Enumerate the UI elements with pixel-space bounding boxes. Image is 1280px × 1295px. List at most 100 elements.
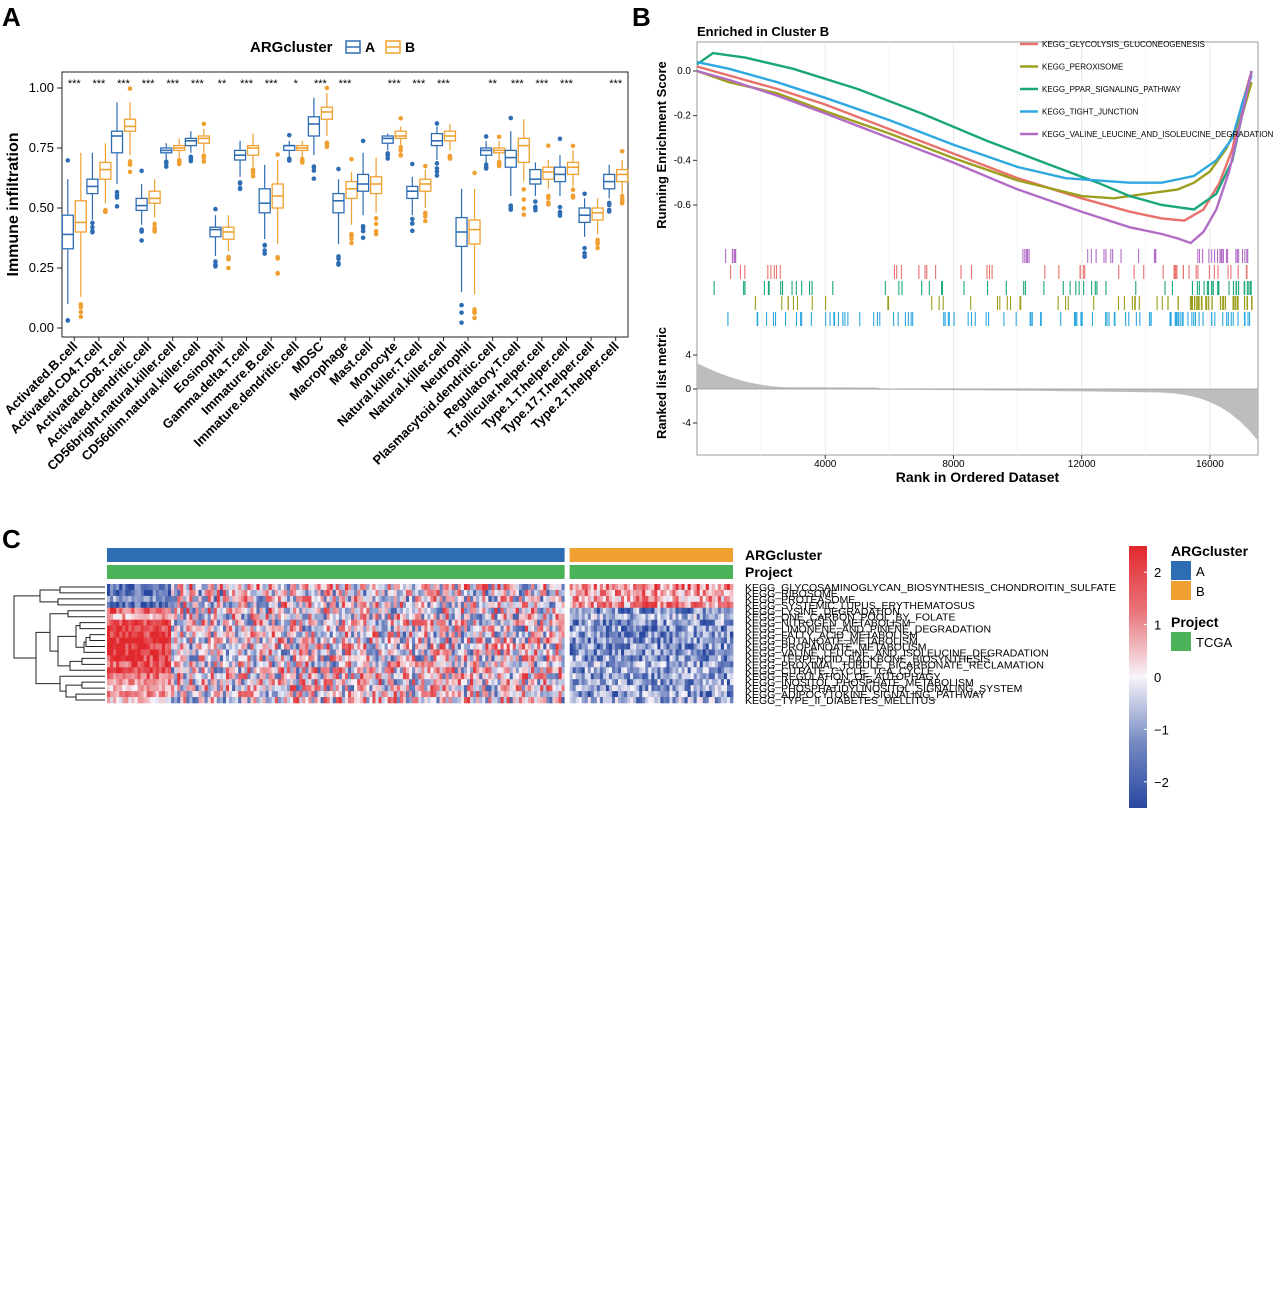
heatmap-cell	[122, 643, 126, 650]
heatmap-row-label: KEGG_PROTEASOME	[745, 594, 855, 606]
significance-marker: ***	[339, 78, 353, 90]
heatmap-cell	[192, 595, 196, 603]
heatmap-cell	[122, 631, 126, 638]
heatmap-cell	[399, 649, 404, 656]
heatmap-cell	[271, 607, 276, 615]
heatmap-cell	[268, 607, 273, 615]
heatmap-cell	[122, 601, 126, 609]
heatmap-cell	[575, 697, 580, 704]
heatmap-cell	[290, 673, 294, 680]
heatmap-cell	[581, 625, 586, 632]
heatmap-cell	[572, 691, 577, 698]
heatmap-cell	[244, 667, 248, 674]
heatmap-cell	[344, 589, 349, 597]
heatmap-cell	[627, 697, 631, 704]
heatmap-cell	[639, 655, 643, 662]
heatmap-cell	[546, 607, 550, 615]
heatmap-cell	[354, 667, 358, 674]
heatmap-cell	[540, 685, 544, 692]
heatmap-cell	[599, 655, 604, 662]
outlier-point	[496, 134, 502, 140]
heatmap-cell	[158, 691, 163, 698]
heatmap-cell	[660, 584, 664, 591]
heatmap-cell	[549, 661, 553, 668]
heatmap-cell	[569, 631, 574, 638]
heatmap-cell	[247, 691, 251, 698]
heatmap-cell	[171, 607, 175, 615]
heatmap-cell	[500, 691, 504, 698]
heatmap-cell	[424, 637, 428, 644]
heatmap-cell	[421, 584, 425, 591]
heatmap-cell	[696, 673, 701, 680]
heatmap-cell	[470, 691, 474, 698]
heatmap-cell	[183, 631, 187, 638]
significance-marker: ***	[560, 78, 574, 90]
heatmap-cell	[119, 685, 123, 692]
heatmap-cell	[311, 679, 315, 686]
heatmap-cell	[235, 619, 239, 626]
heatmap-cell	[534, 625, 538, 632]
heatmap-cell	[485, 619, 489, 626]
legend-entry-3: KEGG_PPAR_SIGNALING_PATHWAY	[1042, 85, 1181, 94]
heatmap-cell	[427, 667, 431, 674]
heatmap-cell	[418, 685, 422, 692]
heatmap-cell	[140, 607, 145, 615]
heatmap-cell	[708, 595, 713, 603]
heatmap-cell	[131, 673, 135, 680]
panel-label-b: B	[632, 2, 651, 32]
heatmap-cell	[627, 691, 631, 698]
heatmap-cell	[323, 637, 328, 644]
outlier-point	[570, 143, 576, 149]
heatmap-cell	[546, 667, 550, 674]
heatmap-cell	[615, 661, 619, 668]
heatmap-cell	[152, 595, 157, 603]
heatmap-cell	[424, 685, 428, 692]
heatmap-cell	[418, 649, 422, 656]
heatmap-cell	[515, 631, 520, 638]
heatmap-cell	[552, 601, 556, 609]
heatmap-cell	[338, 691, 343, 698]
heatmap-cell	[645, 667, 649, 674]
heatmap-cell	[436, 607, 440, 615]
heatmap-cell	[277, 637, 282, 644]
outlier-point	[434, 173, 440, 178]
heatmap-cell	[219, 619, 224, 626]
heatmap-cell	[369, 589, 373, 597]
outlier-point	[349, 236, 354, 241]
heatmap-cell	[152, 613, 157, 620]
heatmap-row-label: KEGG_PROPANOATE_METABOLISM	[745, 642, 926, 654]
heatmap-cell	[615, 637, 619, 644]
heatmap-cell	[348, 613, 352, 620]
heatmap-cell	[259, 673, 263, 680]
heatmap-cell	[244, 625, 248, 632]
heatmap-cell	[593, 631, 598, 638]
heatmap-cell	[238, 595, 242, 603]
heatmap-cell	[618, 673, 622, 680]
heatmap-cell	[537, 649, 541, 656]
heatmap-cell	[134, 655, 138, 662]
heatmap-cell	[366, 685, 370, 692]
heatmap-cell	[681, 697, 685, 704]
heatmap-cell	[558, 584, 562, 591]
heatmap-cell	[344, 697, 349, 704]
heatmap-cell	[466, 655, 471, 662]
heatmap-cell	[436, 601, 440, 609]
heatmap-cell	[454, 631, 459, 638]
heatmap-cell	[229, 619, 233, 626]
heatmap-cell	[705, 584, 710, 591]
heatmap-cell	[268, 661, 273, 668]
heatmap-cell	[250, 691, 254, 698]
heatmap-cell	[119, 667, 123, 674]
heatmap-cell	[503, 589, 508, 597]
heatmap-cell	[180, 691, 184, 698]
heatmap-cell	[605, 691, 610, 698]
heatmap-cell	[602, 631, 607, 638]
heatmap-cell	[587, 584, 592, 591]
heatmap-cell	[681, 601, 685, 609]
heatmap-cell	[329, 697, 334, 704]
heatmap-cell	[271, 661, 276, 668]
heatmap-cell	[229, 673, 233, 680]
outlier-point	[114, 204, 120, 209]
heatmap-cell	[174, 655, 178, 662]
heatmap-cell	[611, 697, 616, 704]
